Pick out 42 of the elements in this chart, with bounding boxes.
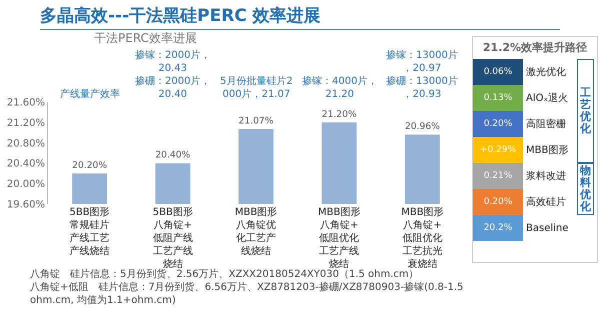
data-label: 21.07% xyxy=(238,116,274,127)
category-label: MBB图形 xyxy=(526,144,568,157)
data-label: 20.96% xyxy=(404,121,440,132)
text: +0.29% xyxy=(480,145,516,155)
text: 产线量产效率 xyxy=(60,88,120,100)
chart-subtitle: 干法PERC效率进展 xyxy=(94,30,197,45)
chart-title: 多晶高效---干法黑硅PERC 效率进展 xyxy=(40,4,560,30)
x-tick-label: MBB图形八角锭+低阻优化工艺产线烧结 xyxy=(318,207,360,270)
text: 0.20% xyxy=(484,119,512,129)
y-tick-label: 20.40% xyxy=(6,158,45,170)
x-tick-label: MBB图形八角锭+低阻优化工艺抗光衰烧结 xyxy=(401,207,444,270)
category-label: Baseline xyxy=(526,222,568,234)
x-tick-label: MBB图形八角锭优化工艺产线烧结 xyxy=(234,207,278,257)
text: 工艺优化 xyxy=(577,59,594,163)
category-label: 激光优化 xyxy=(526,66,566,79)
y-tick-label: 19.60% xyxy=(6,200,45,210)
category-label: 高效硅片 xyxy=(526,196,566,209)
text: 5月份批量硅片2000片，21.07 xyxy=(220,75,293,100)
text: 掺镓：13000片，20.97 掺硼：13000片，20.93 xyxy=(386,49,458,100)
text: 掺镓：4000片，21.20 xyxy=(302,75,378,100)
text: 0.13% xyxy=(484,93,512,103)
data-label: 20.20% xyxy=(72,160,108,171)
y-tick-label: 21.20% xyxy=(6,118,45,129)
text: 20.2% xyxy=(484,223,512,233)
data-label: 21.20% xyxy=(322,108,357,120)
y-tick-label: 21.60% xyxy=(6,98,45,108)
text: 掺镓：2000片，20.43 掺硼：2000片，20.40 xyxy=(135,49,210,100)
text: 八角锭 硅片信息：5月份到货、2.56万片、XZXX20180524XY030（1.5 ohm.cm） xyxy=(30,269,419,280)
text: 0.06% xyxy=(484,67,512,77)
y-tick-label: 20.80% xyxy=(6,138,45,150)
text: 物料优化 xyxy=(577,163,594,215)
category-label: 高阻密栅 xyxy=(526,118,566,131)
text: 21.2%效率提升路径 xyxy=(482,40,588,55)
x-tick-label: 5BB图形八角锭+低阻产线工艺产线烧结 xyxy=(152,207,193,270)
x-tick-label: 5BB图形常规硅片产线工艺产线烧结 xyxy=(70,207,110,257)
text: 八角锭+低阻 硅片信息：7月份到货、6.56万片、XZ8781203-掺硼/XZ8780903-掺镓(0.8-1.5 ohm.cm, 均值为1.1+ohm.cm) xyxy=(30,282,464,306)
category-label: AlOₓ退火 xyxy=(526,92,568,105)
category-label: 浆料改进 xyxy=(526,170,566,183)
y-tick-label: 20.00% xyxy=(6,179,45,190)
data-label: 20.40% xyxy=(155,150,191,161)
text: 0.20% xyxy=(484,197,512,207)
text: 0.21% xyxy=(484,171,512,181)
